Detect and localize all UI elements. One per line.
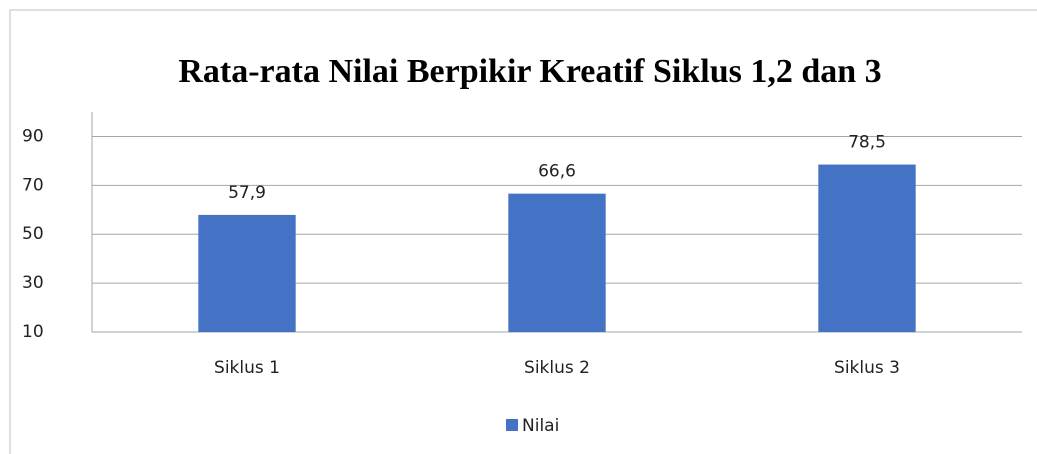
y-tick-label: 10 xyxy=(22,322,44,342)
bar xyxy=(508,193,606,332)
y-tick-label: 70 xyxy=(22,175,44,195)
bar xyxy=(818,164,916,332)
data-label: 78,5 xyxy=(848,133,886,153)
x-tick-label: Siklus 1 xyxy=(214,358,280,378)
x-tick-label: Siklus 3 xyxy=(834,358,900,378)
y-tick-label: 90 xyxy=(22,126,44,146)
bar xyxy=(198,214,296,332)
chart-title: Rata-rata Nilai Berpikir Kreatif Siklus … xyxy=(178,53,881,90)
y-tick-label: 30 xyxy=(22,273,44,293)
legend-swatch xyxy=(506,419,518,431)
data-label: 66,6 xyxy=(538,162,576,182)
y-tick-label: 50 xyxy=(22,224,44,244)
data-label: 57,9 xyxy=(228,183,266,203)
x-tick-label: Siklus 2 xyxy=(524,358,590,378)
legend-label: Nilai xyxy=(522,416,559,436)
